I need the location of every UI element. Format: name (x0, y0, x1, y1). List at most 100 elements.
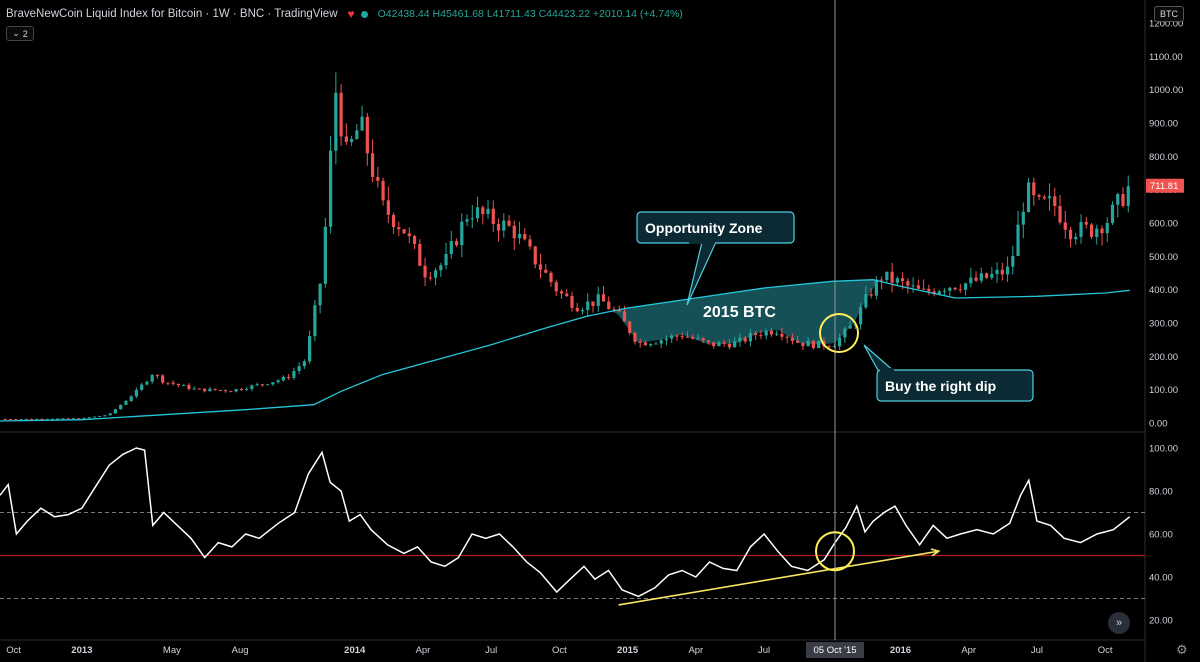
candle-body[interactable] (119, 404, 123, 410)
candle-body[interactable] (1042, 196, 1046, 199)
candle-body[interactable] (559, 291, 564, 294)
candle-body[interactable] (255, 384, 259, 386)
candle-body[interactable] (921, 288, 926, 290)
candle-body[interactable] (533, 246, 537, 265)
candle-body[interactable] (916, 285, 920, 289)
candle-body[interactable] (586, 301, 590, 310)
candle-body[interactable] (1095, 228, 1099, 237)
candle-body[interactable] (318, 283, 322, 306)
candle-body[interactable] (1084, 221, 1088, 225)
candle-body[interactable] (612, 309, 616, 311)
candle-body[interactable] (806, 340, 810, 347)
candle-body[interactable] (628, 321, 632, 334)
candle-body[interactable] (727, 343, 732, 348)
candle-body[interactable] (538, 264, 543, 270)
candle-body[interactable] (995, 269, 999, 274)
candle-body[interactable] (161, 375, 165, 383)
candle-body[interactable] (98, 415, 102, 417)
candle-body[interactable] (460, 221, 464, 246)
candle-body[interactable] (843, 328, 847, 338)
candle-body[interactable] (1068, 229, 1073, 240)
candle-body[interactable] (848, 325, 852, 329)
rsi-highlight-circle[interactable] (815, 531, 856, 572)
candle-body[interactable] (344, 136, 348, 142)
candle-body[interactable] (1047, 196, 1052, 199)
candle-body[interactable] (365, 116, 369, 154)
candle-body[interactable] (1063, 222, 1067, 230)
candle-body[interactable] (932, 291, 936, 295)
candle-body[interactable] (276, 380, 280, 383)
candle-body[interactable] (40, 418, 44, 420)
candle-body[interactable] (1005, 266, 1010, 275)
favorite-icon[interactable]: ♥ (347, 7, 355, 21)
candle-body[interactable] (617, 310, 621, 312)
candle-body[interactable] (229, 391, 233, 393)
candle-body[interactable] (376, 177, 380, 181)
rsi-trendline[interactable] (618, 550, 939, 606)
candle-body[interactable] (77, 418, 81, 420)
rsi-line[interactable] (0, 447, 1131, 598)
candle-body[interactable] (696, 338, 700, 340)
candle-body[interactable] (701, 338, 705, 341)
candle-body[interactable] (769, 330, 774, 335)
candle-body[interactable] (1100, 228, 1104, 234)
candle-body[interactable] (638, 341, 642, 343)
candle-body[interactable] (890, 271, 894, 283)
candle-body[interactable] (1053, 196, 1057, 207)
candle-body[interactable] (481, 207, 485, 215)
candle-body[interactable] (1126, 186, 1130, 206)
candle-body[interactable] (475, 207, 480, 219)
candle-body[interactable] (66, 418, 70, 420)
candle-body[interactable] (71, 418, 76, 420)
candle-body[interactable] (911, 285, 915, 287)
candle-body[interactable] (817, 340, 821, 349)
candle-body[interactable] (444, 253, 448, 266)
candle-body[interactable] (397, 227, 401, 230)
candle-body[interactable] (528, 239, 532, 247)
candle-body[interactable] (187, 384, 191, 389)
candle-body[interactable] (1016, 224, 1020, 257)
candle-body[interactable] (874, 279, 878, 296)
candle-body[interactable] (391, 214, 396, 228)
candle-body[interactable] (213, 388, 217, 391)
candle-body[interactable] (691, 336, 695, 339)
candle-body[interactable] (260, 384, 264, 386)
candle-body[interactable] (3, 419, 7, 420)
candle-body[interactable] (880, 279, 884, 281)
candle-body[interactable] (706, 340, 711, 343)
candle-body[interactable] (145, 381, 149, 385)
candle-body[interactable] (591, 301, 595, 306)
candle-body[interactable] (465, 219, 469, 222)
scroll-to-realtime-button[interactable]: » (1108, 612, 1130, 634)
candle-body[interactable] (250, 385, 254, 390)
candle-body[interactable] (433, 270, 438, 278)
candle-body[interactable] (412, 236, 417, 245)
candle-body[interactable] (654, 343, 658, 345)
candle-body[interactable] (811, 340, 815, 349)
candle-body[interactable] (1105, 222, 1109, 234)
candle-body[interactable] (334, 92, 338, 151)
candle-body[interactable] (790, 337, 794, 341)
candle-body[interactable] (969, 277, 973, 284)
candle-body[interactable] (670, 335, 674, 339)
candle-body[interactable] (329, 150, 333, 227)
candle-body[interactable] (8, 419, 13, 421)
candle-body[interactable] (234, 389, 238, 392)
candle-body[interactable] (302, 361, 306, 367)
candle-body[interactable] (502, 220, 506, 231)
candle-body[interactable] (832, 346, 836, 348)
candle-body[interactable] (176, 383, 181, 386)
symbol-title[interactable]: BraveNewCoin Liquid Index for Bitcoin · … (6, 8, 338, 20)
candle-body[interactable] (14, 419, 18, 421)
candle-body[interactable] (124, 400, 128, 405)
candle-body[interactable] (56, 418, 60, 420)
candle-body[interactable] (748, 333, 753, 342)
candle-body[interactable] (685, 336, 690, 338)
candle-body[interactable] (901, 278, 905, 282)
candle-body[interactable] (439, 265, 443, 271)
candle-body[interactable] (239, 389, 243, 391)
candle-body[interactable] (680, 336, 684, 338)
candle-body[interactable] (360, 116, 364, 131)
candle-body[interactable] (712, 342, 716, 347)
